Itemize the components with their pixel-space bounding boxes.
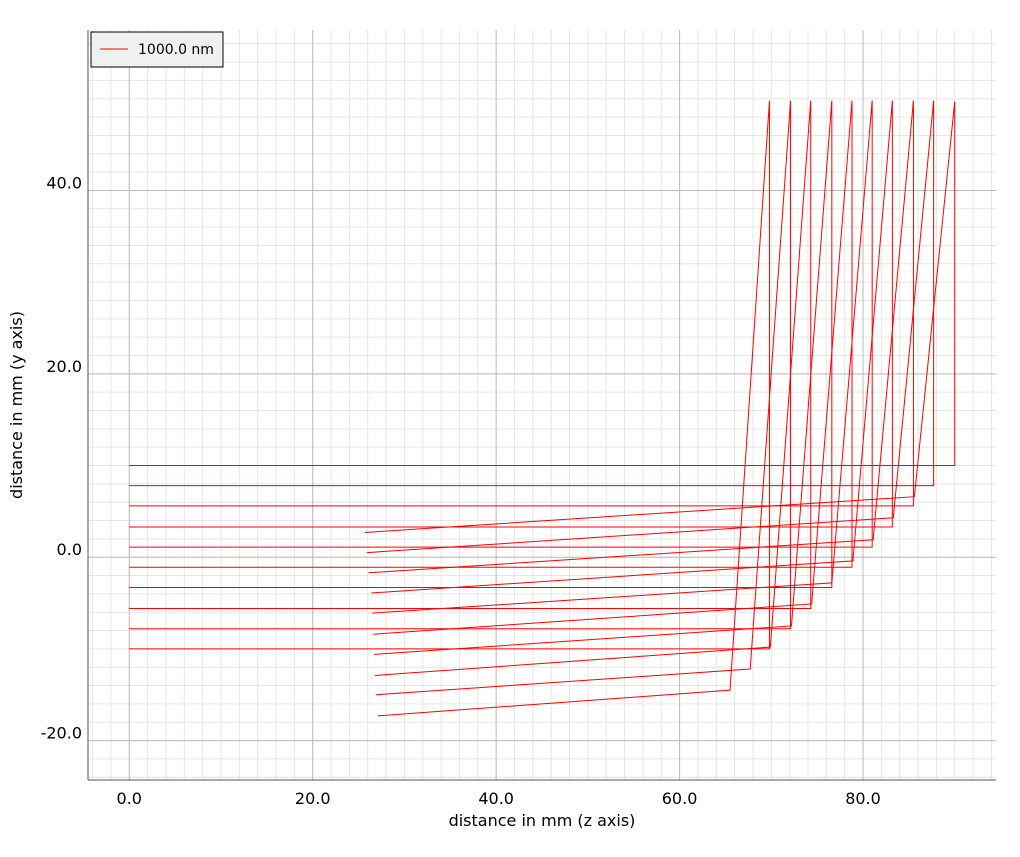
y-tick-label: 20.0 <box>46 357 82 376</box>
y-axis-label: distance in mm (y axis) <box>7 311 26 499</box>
ray <box>129 100 893 594</box>
ray <box>129 100 853 635</box>
ray <box>129 100 914 574</box>
x-tick-label: 60.0 <box>662 789 698 808</box>
y-tick-label: 0.0 <box>57 540 82 559</box>
ray <box>129 100 833 655</box>
legend: 1000.0 nm <box>90 31 224 68</box>
rays <box>129 100 956 717</box>
x-tick-label: 20.0 <box>295 789 331 808</box>
ray <box>129 101 956 533</box>
x-tick-label: 40.0 <box>478 789 514 808</box>
x-tick-label: 80.0 <box>845 789 881 808</box>
y-tick-label: 40.0 <box>46 173 82 192</box>
ray <box>129 100 770 717</box>
ray <box>129 100 812 676</box>
legend-label: 1000.0 nm <box>138 42 214 58</box>
y-tick-label: -20.0 <box>41 724 82 743</box>
ray <box>129 100 873 614</box>
x-tick-label: 0.0 <box>117 789 142 808</box>
ray <box>129 100 792 696</box>
x-axis-label: distance in mm (z axis) <box>449 811 636 830</box>
grid <box>88 30 996 780</box>
ray <box>129 100 935 554</box>
